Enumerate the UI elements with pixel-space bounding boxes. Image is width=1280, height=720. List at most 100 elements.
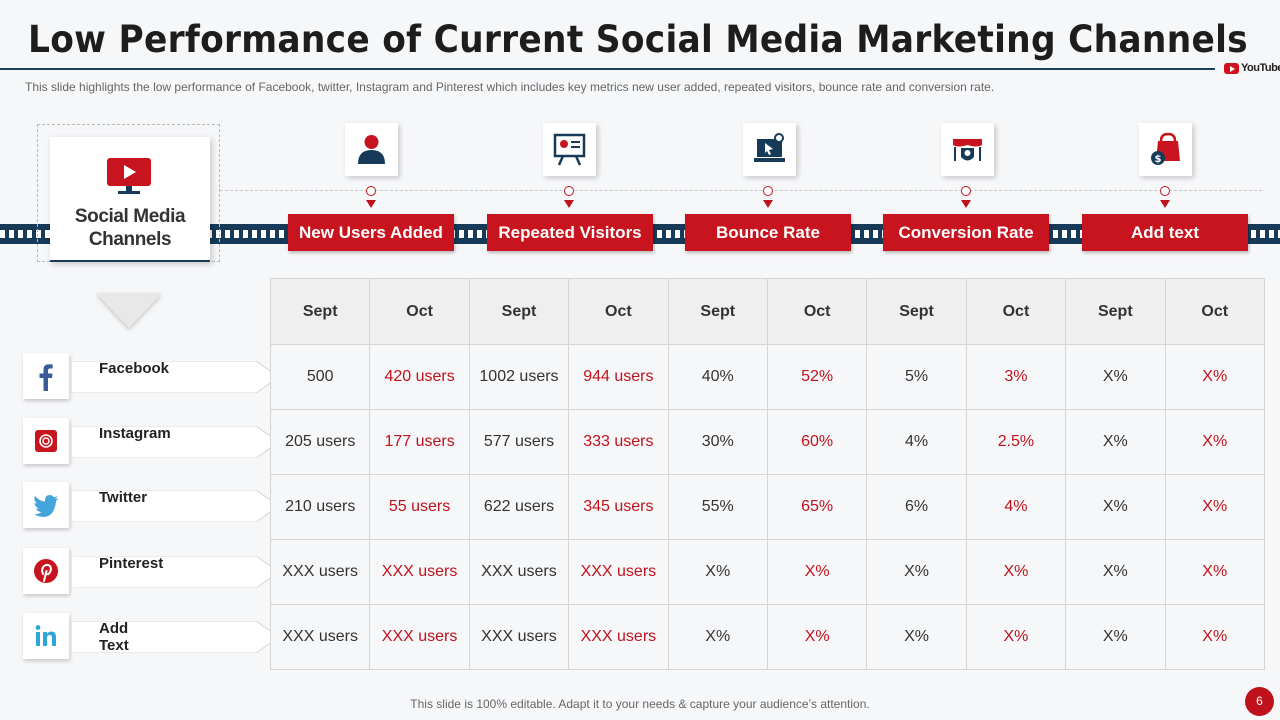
youtube-play-icon bbox=[1224, 62, 1239, 74]
table-cell: 4% bbox=[965, 474, 1067, 540]
table-cell: X% bbox=[1065, 604, 1166, 670]
table-cell: X% bbox=[1065, 344, 1166, 410]
header-sept: Sept bbox=[866, 278, 967, 345]
table-cell: 944 users bbox=[568, 344, 669, 410]
table-cell: XXX users bbox=[269, 539, 371, 605]
pin-arrow bbox=[366, 200, 376, 208]
table-cell: 6% bbox=[866, 474, 967, 540]
table-row: XXX users XXX users XXX users XXX users X% X%… bbox=[269, 539, 1266, 605]
youtube-monitor-icon bbox=[107, 158, 151, 194]
table-cell: 210 users bbox=[269, 474, 371, 540]
table-cell: X% bbox=[766, 604, 868, 670]
header-oct: Oct bbox=[766, 278, 868, 345]
table-cell: 4% bbox=[866, 409, 967, 475]
table-cell: 500 bbox=[269, 344, 371, 410]
channel-name: Add Text bbox=[99, 620, 129, 654]
presentation-board-icon bbox=[543, 123, 596, 176]
instagram-icon bbox=[23, 418, 69, 464]
table-cell: X% bbox=[667, 539, 768, 605]
channels-label-line2: Channels bbox=[88, 229, 172, 250]
page-title: Low Performance of Current Social Media … bbox=[28, 18, 1248, 61]
down-arrow-shape bbox=[96, 293, 162, 328]
table-cell: 577 users bbox=[468, 409, 570, 475]
table-cell: 3% bbox=[965, 344, 1067, 410]
table-cell: X% bbox=[1065, 474, 1166, 540]
timeline-pin bbox=[366, 186, 376, 196]
shopping-bag-dollar-icon: $ bbox=[1139, 123, 1192, 176]
timeline-pin bbox=[564, 186, 574, 196]
table-cell: 205 users bbox=[269, 409, 371, 475]
table-header-row: Sept Oct Sept Oct Sept Oct Sept Oct Sept… bbox=[269, 278, 1266, 345]
table-cell: 345 users bbox=[568, 474, 669, 540]
table-cell: X% bbox=[1164, 474, 1266, 540]
store-shield-icon bbox=[941, 123, 994, 176]
table-cell: 5% bbox=[866, 344, 967, 410]
table-cell: 55% bbox=[667, 474, 768, 540]
pinterest-icon bbox=[23, 548, 69, 594]
table-cell: X% bbox=[965, 539, 1067, 605]
table-cell: 2.5% bbox=[965, 409, 1067, 475]
youtube-logo: YouTube bbox=[1224, 62, 1280, 74]
table-cell: X% bbox=[866, 539, 967, 605]
facebook-icon bbox=[23, 353, 69, 399]
header-oct: Oct bbox=[568, 278, 669, 345]
pin-arrow bbox=[1160, 200, 1170, 208]
channel-name: Twitter bbox=[99, 489, 148, 506]
header-oct: Oct bbox=[1164, 278, 1266, 345]
header-sept: Sept bbox=[1065, 278, 1166, 345]
table-cell: 65% bbox=[766, 474, 868, 540]
table-row: XXX users XXX users XXX users XXX users X% X%… bbox=[269, 604, 1266, 670]
table-cell: XXX users bbox=[468, 604, 570, 670]
timeline-pin bbox=[1160, 186, 1170, 196]
channel-name: Instagram bbox=[99, 425, 171, 442]
table-cell: X% bbox=[1065, 409, 1166, 475]
pin-arrow bbox=[961, 200, 971, 208]
header-sept: Sept bbox=[667, 278, 768, 345]
timeline-pin bbox=[961, 186, 971, 196]
table-cell: 622 users bbox=[468, 474, 570, 540]
table-cell: XXX users bbox=[369, 539, 470, 605]
header-oct: Oct bbox=[369, 278, 470, 345]
header-sept: Sept bbox=[468, 278, 570, 345]
table-cell: X% bbox=[1164, 344, 1266, 410]
user-icon bbox=[345, 123, 398, 176]
table-cell: X% bbox=[866, 604, 967, 670]
laptop-pointer-icon bbox=[743, 123, 796, 176]
metrics-table: Sept Oct Sept Oct Sept Oct Sept Oct Sept… bbox=[269, 278, 1266, 670]
youtube-logo-text: YouTube bbox=[1241, 62, 1280, 74]
page-number: 6 bbox=[1245, 687, 1274, 716]
page-subtitle: This slide highlights the low performanc… bbox=[25, 80, 995, 94]
table-row: 205 users 177 users 577 users 333 users 30% 6… bbox=[269, 409, 1266, 475]
title-divider bbox=[0, 68, 1215, 70]
table-cell: XXX users bbox=[568, 539, 669, 605]
pin-arrow bbox=[564, 200, 574, 208]
channel-name: Pinterest bbox=[99, 555, 164, 572]
table-cell: 420 users bbox=[369, 344, 470, 410]
timeline-pin bbox=[763, 186, 773, 196]
metric-bounce-rate: Bounce Rate bbox=[685, 214, 851, 251]
table-cell: XXX users bbox=[369, 604, 470, 670]
header-sept: Sept bbox=[269, 278, 371, 345]
metric-add-text: Add text bbox=[1082, 214, 1248, 251]
table-cell: 52% bbox=[766, 344, 868, 410]
connector-dashed-line bbox=[220, 190, 1262, 191]
metric-conversion-rate: Conversion Rate bbox=[883, 214, 1049, 251]
table-cell: 333 users bbox=[568, 409, 669, 475]
table-cell: X% bbox=[1065, 539, 1166, 605]
channel-name: Facebook bbox=[99, 360, 170, 377]
table-cell: 177 users bbox=[369, 409, 470, 475]
svg-text:$: $ bbox=[1155, 154, 1162, 165]
twitter-icon bbox=[23, 482, 69, 528]
metric-repeated-visitors: Repeated Visitors bbox=[487, 214, 653, 251]
table-cell: XXX users bbox=[468, 539, 570, 605]
table-cell: XXX users bbox=[568, 604, 669, 670]
table-cell: 40% bbox=[667, 344, 768, 410]
table-row: 500 420 users 1002 users 944 users 40% 52% 5% 3… bbox=[269, 344, 1266, 410]
linkedin-icon bbox=[23, 613, 69, 659]
header-oct: Oct bbox=[965, 278, 1067, 345]
table-cell: 55 users bbox=[369, 474, 470, 540]
footer-note: This slide is 100% editable. Adapt it to… bbox=[410, 697, 870, 711]
pin-arrow bbox=[763, 200, 773, 208]
metric-new-users-added: New Users Added bbox=[288, 214, 454, 251]
table-cell: X% bbox=[667, 604, 768, 670]
